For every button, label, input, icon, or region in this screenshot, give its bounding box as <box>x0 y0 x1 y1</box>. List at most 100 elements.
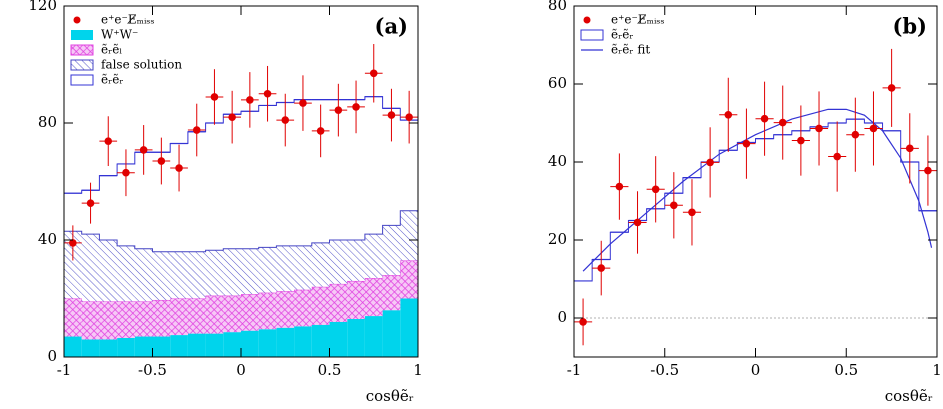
data-point <box>334 106 343 114</box>
histogram-bar <box>364 234 383 279</box>
data-point <box>651 185 660 194</box>
histogram-bar <box>152 336 171 357</box>
legend-swatch <box>70 59 94 71</box>
histogram-bar <box>205 333 224 357</box>
data-point <box>670 201 678 210</box>
x-tick-label: 0.5 <box>318 361 342 379</box>
histogram-bar <box>187 251 206 299</box>
y-tick-label: 20 <box>548 230 567 248</box>
histogram-bar <box>117 301 135 338</box>
data-point <box>405 113 413 121</box>
legend-label: ẽᵣẽᵣ <box>611 28 634 42</box>
data-point <box>352 103 360 111</box>
legend-marker <box>583 16 591 24</box>
legend-label: W⁺W⁻ <box>101 28 138 42</box>
data-point <box>157 157 166 165</box>
data-point <box>246 96 254 104</box>
data-point <box>122 168 130 177</box>
data-point <box>597 264 606 272</box>
x-tick-label: -0.5 <box>138 361 167 379</box>
data-point <box>86 199 95 207</box>
data-point <box>688 208 696 217</box>
legend-label: e⁺e⁻E̸ₘᵢₛₛ <box>101 13 155 27</box>
data-point <box>387 111 396 119</box>
data-point <box>851 130 860 139</box>
histogram-bar <box>81 234 100 302</box>
histogram-bar <box>81 339 100 357</box>
data-point <box>778 118 787 127</box>
histogram-bar <box>258 247 277 293</box>
plot-frame <box>573 5 938 358</box>
legend-label: false solution <box>101 58 182 72</box>
legend-marker <box>73 16 81 24</box>
data-point <box>316 127 325 135</box>
x-tick-label: 0 <box>751 361 761 379</box>
data-point <box>369 69 378 78</box>
histogram-bar <box>294 289 312 327</box>
histogram-bar <box>241 330 259 357</box>
data-point <box>706 158 714 167</box>
y-tick-label: 120 <box>28 0 57 14</box>
data-point <box>815 124 823 133</box>
data-point <box>175 164 183 172</box>
data-point <box>615 182 624 191</box>
histogram-bar <box>311 324 330 357</box>
histogram-bar <box>294 326 312 357</box>
data-point <box>869 124 878 133</box>
x-axis-label: cosθẽᵣ <box>885 387 933 405</box>
y-tick-label: 80 <box>548 0 567 14</box>
histogram-bar <box>152 251 171 300</box>
histogram-bar <box>294 245 312 290</box>
data-point <box>724 111 733 119</box>
histogram-bar <box>205 250 224 296</box>
legend-label: e⁺e⁻E̸ₘᵢₛₛ <box>611 13 665 27</box>
data-point <box>192 126 201 134</box>
data-point <box>924 166 932 175</box>
data-point <box>299 99 307 107</box>
histogram-bar <box>64 298 82 337</box>
histogram-bar <box>64 231 82 299</box>
histogram-bar <box>134 301 153 337</box>
data-point <box>228 113 236 121</box>
histogram-bar <box>400 260 418 299</box>
histogram-bar <box>81 301 100 340</box>
histogram-outline <box>63 210 419 299</box>
histogram-bar <box>276 245 295 292</box>
histogram-bar <box>223 295 241 333</box>
histogram-bar <box>223 332 241 357</box>
histogram-bar <box>347 318 365 357</box>
y-tick-label: 60 <box>548 74 567 92</box>
y-tick-label: 0 <box>47 347 57 365</box>
histogram-bar <box>276 291 295 328</box>
data-point <box>281 116 290 124</box>
y-tick-label: 80 <box>38 113 57 131</box>
legend-swatch <box>70 74 94 86</box>
histogram-bar <box>170 335 188 357</box>
histogram-bar <box>187 298 206 334</box>
histogram-bar <box>329 283 348 322</box>
legend-swatch <box>71 30 93 40</box>
histogram-bar <box>170 251 188 299</box>
histogram-bar <box>382 310 401 357</box>
histogram-bar <box>311 286 330 325</box>
legend-label: ẽᵣẽᵣ <box>101 73 124 87</box>
histogram-bar <box>223 248 241 296</box>
legend-label: ẽᵣẽᵣ fit <box>611 43 650 57</box>
histogram-bar <box>134 248 153 302</box>
data-point <box>833 152 841 161</box>
histogram-bar <box>134 336 153 357</box>
data-point <box>905 144 914 153</box>
histogram-bar <box>400 298 418 357</box>
histogram-bar <box>258 292 277 330</box>
histogram-bar <box>117 337 135 357</box>
histogram-bar <box>205 295 224 334</box>
panel-label: (a) <box>375 14 408 39</box>
histogram-bar <box>241 248 259 295</box>
data-point <box>263 89 272 98</box>
legend-swatch <box>580 29 604 41</box>
x-tick-label: 0 <box>236 361 246 379</box>
x-tick-label: -0.5 <box>650 361 679 379</box>
data-point <box>579 318 587 326</box>
histogram-bar <box>99 240 118 302</box>
x-tick-label: 0.5 <box>834 361 858 379</box>
